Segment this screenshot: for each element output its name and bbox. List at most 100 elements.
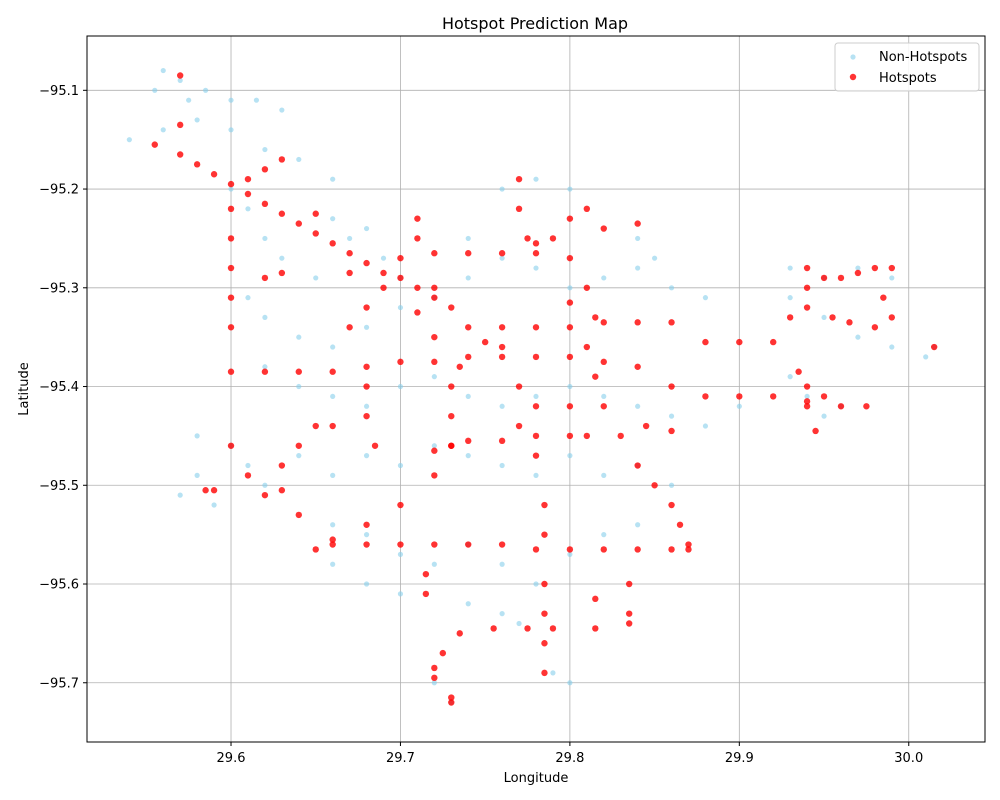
non-hotspot-point <box>787 295 793 301</box>
hotspot-point <box>371 442 379 449</box>
non-hotspot-point <box>363 403 370 409</box>
hotspot-point <box>295 511 302 519</box>
hotspot-point <box>736 338 743 346</box>
non-hotspot-point <box>499 403 505 409</box>
hotspot-point <box>176 121 184 129</box>
non-hotspot-point <box>203 87 209 93</box>
non-hotspot-point <box>499 186 505 192</box>
y-tick-label: −95.2 <box>39 183 79 198</box>
hotspot-point <box>448 699 455 706</box>
non-hotspot-point <box>550 670 556 676</box>
hotspot-point <box>685 541 692 548</box>
hotspot-point <box>363 383 370 390</box>
hotspot-point <box>541 531 548 538</box>
non-hotspot-point <box>855 334 861 340</box>
non-hotspot-point <box>177 77 183 84</box>
hotspot-point <box>176 151 184 158</box>
hotspot-point <box>625 610 633 617</box>
hotspot-point <box>549 235 557 242</box>
hotspot-point <box>668 546 675 553</box>
non-hotspot-point <box>194 472 200 478</box>
hotspot-point <box>541 610 548 617</box>
hotspot-point <box>837 403 845 410</box>
hotspot-point <box>227 294 235 301</box>
hotspot-point <box>888 314 896 321</box>
non-hotspot-point <box>533 393 539 400</box>
hotspot-point <box>600 319 607 326</box>
non-hotspot-point <box>635 235 641 242</box>
hotspot-point <box>397 501 404 509</box>
hotspot-point <box>566 215 574 222</box>
hotspot-point <box>431 250 438 257</box>
non-hotspot-point <box>431 680 437 686</box>
non-hotspot-point <box>296 156 302 163</box>
non-hotspot-point <box>804 393 810 400</box>
hotspot-point <box>600 403 607 410</box>
hotspot-point <box>278 210 286 217</box>
hotspot-point <box>532 250 540 257</box>
non-hotspot-point <box>533 581 539 587</box>
hotspot-point <box>244 472 252 479</box>
hotspot-point <box>448 412 455 420</box>
hotspot-point <box>414 309 421 316</box>
non-hotspot-point <box>363 324 370 330</box>
hotspot-point <box>617 432 624 440</box>
non-hotspot-point <box>668 413 675 419</box>
hotspot-point <box>532 240 540 247</box>
non-hotspot-point <box>465 275 471 281</box>
non-hotspot-point <box>397 462 404 469</box>
hotspot-point <box>312 546 319 553</box>
hotspot-point <box>439 649 447 657</box>
hotspot-point <box>566 299 574 306</box>
hotspot-point <box>465 250 472 257</box>
hotspot-point <box>244 175 252 183</box>
hotspot-point <box>532 432 540 440</box>
hotspot-point <box>380 284 387 291</box>
hotspot-point <box>414 284 421 291</box>
non-hotspot-point <box>194 117 200 123</box>
hotspot-point <box>930 343 938 351</box>
scatter-points <box>126 67 938 706</box>
hotspot-point <box>702 393 709 400</box>
hotspot-point <box>227 235 235 242</box>
hotspot-point <box>803 383 811 390</box>
hotspot-point <box>668 501 675 509</box>
hotspot-point <box>261 368 269 375</box>
hotspot-point <box>422 590 430 598</box>
hotspot-point <box>346 269 353 277</box>
hotspot-point <box>854 269 862 277</box>
non-hotspot-point <box>228 186 234 192</box>
non-hotspot-point <box>330 176 336 182</box>
hotspot-point <box>668 427 675 435</box>
hotspot-point <box>498 437 506 445</box>
hotspot-point <box>583 343 591 351</box>
hotspot-point <box>541 580 548 588</box>
hotspot-point <box>202 487 209 494</box>
non-hotspot-point <box>177 492 183 498</box>
hotspot-point <box>634 220 641 227</box>
non-hotspot-point <box>211 502 217 508</box>
non-hotspot-point <box>465 601 471 607</box>
hotspot-point <box>803 403 811 410</box>
hotspot-point <box>837 274 845 282</box>
legend-box <box>834 42 980 92</box>
hotspot-point <box>414 215 421 222</box>
non-hotspot-point <box>363 532 370 538</box>
non-hotspot-point <box>262 314 268 321</box>
non-hotspot-point <box>668 285 675 291</box>
hotspot-point <box>363 521 370 528</box>
hotspot-point <box>803 284 811 291</box>
series-non-hotspots <box>126 67 937 706</box>
non-hotspot-point <box>330 344 336 350</box>
non-hotspot-point <box>855 265 861 271</box>
hotspot-point <box>583 284 591 291</box>
non-hotspot-point <box>330 393 336 400</box>
hotspot-point <box>566 324 574 331</box>
hotspot-point <box>515 422 523 430</box>
hotspot-point <box>431 333 438 341</box>
non-hotspot-point <box>152 87 158 93</box>
hotspot-point <box>397 358 404 366</box>
hotspot-point <box>634 319 641 326</box>
non-hotspot-point <box>431 374 437 380</box>
